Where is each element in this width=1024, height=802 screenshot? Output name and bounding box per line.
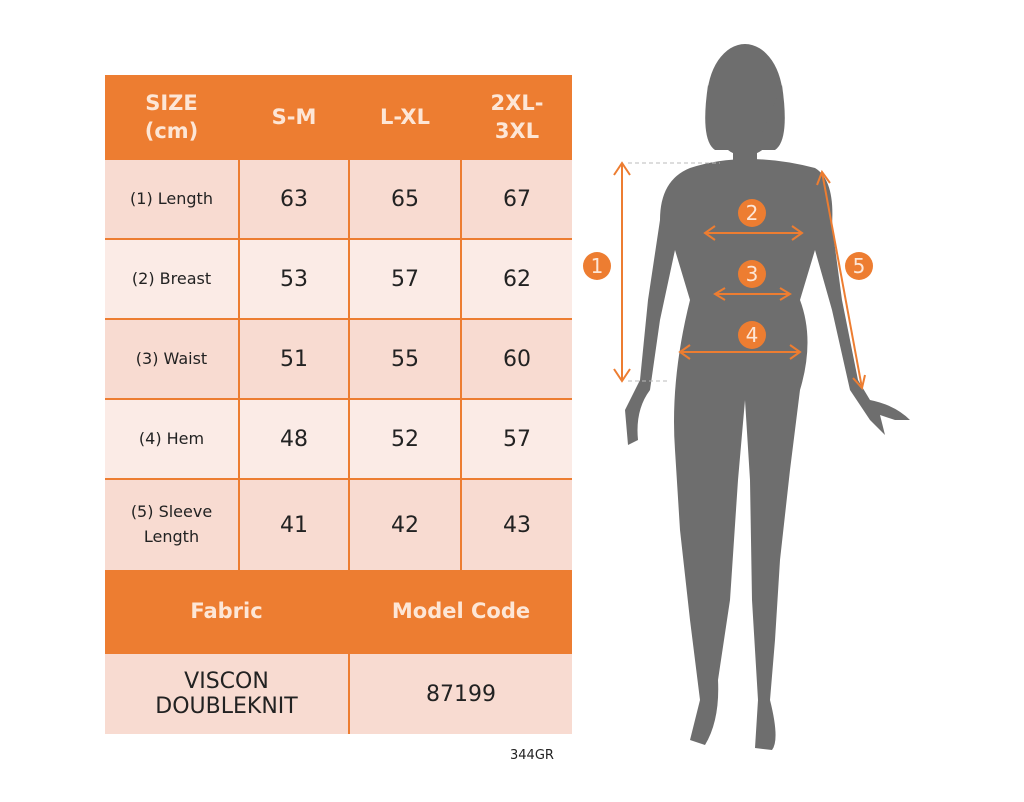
- table-cell: 60: [462, 320, 572, 398]
- table-cell: 63: [240, 160, 348, 238]
- table-cell: 48: [240, 400, 348, 478]
- header-cell: SIZE (cm): [144, 91, 199, 143]
- row-label: (4) Hem: [105, 400, 238, 478]
- table-cell: 51: [240, 320, 348, 398]
- table-cell: 57: [350, 240, 460, 318]
- table-cell: 55: [350, 320, 460, 398]
- row-label: (5) Sleeve Length: [105, 480, 238, 570]
- row-label: (1) Length: [105, 160, 238, 238]
- measurement-lines: [613, 161, 866, 391]
- marker-circle: [845, 252, 873, 280]
- marker-circle: [583, 252, 611, 280]
- female-silhouette-icon: [625, 44, 910, 750]
- table-cell: 65: [350, 160, 460, 238]
- model-code-value: 87199: [350, 654, 572, 734]
- table-cell: 57: [462, 400, 572, 478]
- table-cell: 41: [240, 480, 348, 570]
- marker-circle: [738, 260, 766, 288]
- fabric-header: Fabric: [190, 599, 263, 624]
- row-label: (3) Waist: [105, 320, 238, 398]
- table-cell: 43: [462, 480, 572, 570]
- table-cell: 67: [462, 160, 572, 238]
- product-code: 344GR: [510, 748, 554, 763]
- header-cell: 2XL- 3XL: [490, 91, 544, 143]
- table-cell: 42: [350, 480, 460, 570]
- row-label: (2) Breast: [105, 240, 238, 318]
- marker-label: 5: [853, 254, 866, 278]
- marker-label: 1: [591, 254, 604, 278]
- marker-label: 3: [746, 262, 759, 286]
- marker-label: 4: [746, 323, 759, 347]
- table-cell: 62: [462, 240, 572, 318]
- fabric-value: VISCON DOUBLEKNIT: [105, 654, 348, 734]
- table-cell: 53: [240, 240, 348, 318]
- marker-circle: [738, 199, 766, 227]
- header-cell: S-M: [271, 104, 317, 129]
- size-table: SIZE (cm) S-M L-XL 2XL- 3XL (1) Length 63 65 67…: [105, 75, 572, 734]
- header-cell: L-XL: [380, 104, 430, 129]
- model-code-header: Model Code: [391, 599, 531, 624]
- table-cell: 52: [350, 400, 460, 478]
- marker-label: 2: [746, 201, 759, 225]
- marker-circle: [738, 321, 766, 349]
